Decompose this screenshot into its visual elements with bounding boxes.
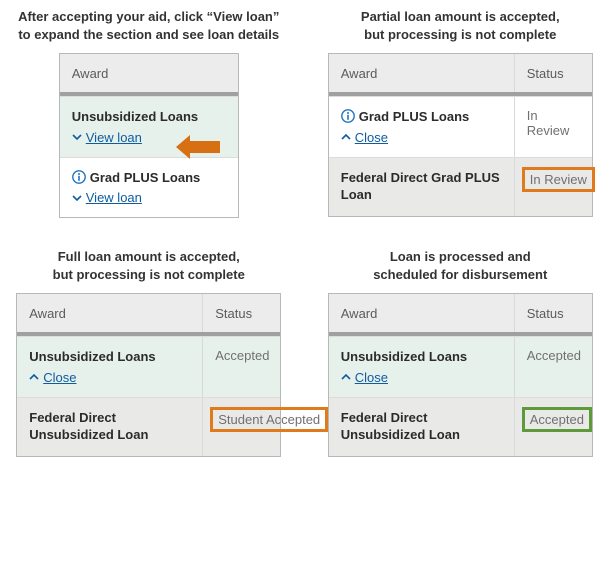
header-status: Status [514,54,592,92]
status-value: Accepted [202,337,280,397]
panel-4-row-2: Federal Direct Unsubsidized Loan Accepte… [329,397,592,456]
status-value: Accepted [514,337,592,397]
header-award: Award [60,54,238,92]
panel-4-header: Award Status [329,294,592,336]
info-icon [341,109,355,123]
award-name: Unsubsidized Loans [341,348,502,366]
award-name: Grad PLUS Loans [72,169,226,187]
panel-4: Award Status Unsubsidized Loans Close Ac… [328,293,593,457]
status-value-highlighted: Student Accepted [202,398,280,456]
chevron-up-icon [341,132,351,142]
caption-2: Partial loan amount is accepted, but pro… [361,8,560,43]
instruction-grid: After accepting your aid, click “View lo… [6,8,603,457]
cell-partial-accepted: Partial loan amount is accepted, but pro… [318,8,604,218]
header-status: Status [514,294,592,332]
chevron-down-icon [72,193,82,203]
close-link[interactable]: Close [355,370,388,385]
header-award: Award [329,54,514,92]
panel-2-row-1: Grad PLUS Loans Close In Review [329,96,592,157]
panel-1: Award Unsubsidized Loans View loan [59,53,239,218]
panel-3-row-1: Unsubsidized Loans Close Accepted [17,336,280,397]
chevron-up-icon [29,372,39,382]
close-link[interactable]: Close [43,370,76,385]
close-link[interactable]: Close [355,130,388,145]
info-icon [72,170,86,184]
header-award: Award [17,294,202,332]
panel-3-header: Award Status [17,294,280,336]
caption-4: Loan is processed and scheduled for disb… [373,248,547,283]
status-value-highlighted: In Review [514,158,592,216]
panel-1-row-1: Unsubsidized Loans View loan [60,96,238,157]
caption-1: After accepting your aid, click “View lo… [18,8,279,43]
caption-3: Full loan amount is accepted, but proces… [53,248,245,283]
panel-3: Award Status Unsubsidized Loans Close Ac… [16,293,281,457]
cell-processed: Loan is processed and scheduled for disb… [318,248,604,457]
panel-4-row-1: Unsubsidized Loans Close Accepted [329,336,592,397]
annotation-arrow-icon [176,135,220,162]
status-value: In Review [514,97,592,157]
panel-3-row-2: Federal Direct Unsubsidized Loan Student… [17,397,280,456]
view-loan-link[interactable]: View loan [86,130,142,145]
header-status: Status [202,294,280,332]
award-name: Federal Direct Grad PLUS Loan [341,169,502,204]
panel-2-header: Award Status [329,54,592,96]
chevron-down-icon [72,132,82,142]
cell-view-loan: After accepting your aid, click “View lo… [6,8,292,218]
award-name: Unsubsidized Loans [72,108,226,126]
award-name: Grad PLUS Loans [341,108,502,126]
header-award: Award [329,294,514,332]
panel-1-header: Award [60,54,238,96]
view-loan-link[interactable]: View loan [86,190,142,205]
panel-2-row-2: Federal Direct Grad PLUS Loan In Review [329,157,592,216]
panel-1-row-2: Grad PLUS Loans View loan [60,157,238,218]
chevron-up-icon [341,372,351,382]
status-value-highlighted: Accepted [514,398,592,456]
award-name: Unsubsidized Loans [29,348,190,366]
panel-2: Award Status Grad PLUS Loans Close [328,53,593,217]
award-name: Federal Direct Unsubsidized Loan [29,409,190,444]
award-name: Federal Direct Unsubsidized Loan [341,409,502,444]
cell-full-accepted: Full loan amount is accepted, but proces… [6,248,292,457]
